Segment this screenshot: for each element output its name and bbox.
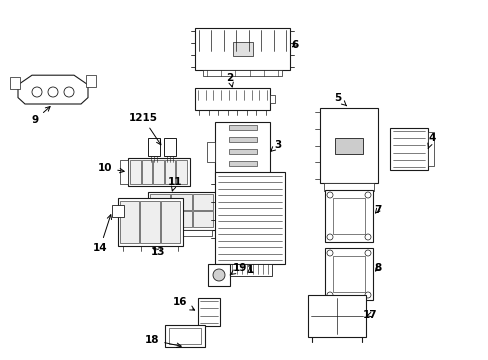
Bar bbox=[130, 160, 141, 184]
Text: 10: 10 bbox=[98, 163, 124, 173]
Bar bbox=[325, 248, 372, 300]
Text: 7: 7 bbox=[373, 205, 381, 215]
Text: 1: 1 bbox=[246, 265, 253, 275]
Bar bbox=[169, 328, 201, 344]
Bar bbox=[142, 160, 152, 184]
Bar bbox=[215, 122, 269, 182]
Circle shape bbox=[364, 292, 370, 298]
Circle shape bbox=[364, 234, 370, 240]
Bar bbox=[195, 88, 269, 110]
Bar bbox=[171, 194, 191, 210]
Circle shape bbox=[48, 87, 58, 97]
Bar bbox=[148, 192, 216, 230]
Bar bbox=[427, 132, 433, 166]
Circle shape bbox=[326, 234, 332, 240]
Text: 14: 14 bbox=[93, 215, 111, 253]
Bar bbox=[203, 70, 282, 76]
Text: 8: 8 bbox=[374, 263, 381, 273]
Bar bbox=[152, 230, 212, 236]
Bar bbox=[207, 264, 229, 286]
Bar bbox=[161, 201, 180, 243]
Bar bbox=[195, 28, 289, 70]
Bar bbox=[192, 194, 213, 210]
Bar bbox=[215, 172, 285, 264]
Text: 1215: 1215 bbox=[128, 113, 161, 145]
Bar bbox=[232, 42, 252, 56]
Text: 11: 11 bbox=[167, 177, 182, 191]
Bar bbox=[120, 160, 128, 184]
Circle shape bbox=[326, 292, 332, 298]
Bar bbox=[332, 198, 364, 234]
Circle shape bbox=[213, 269, 224, 281]
Bar bbox=[150, 211, 170, 227]
Bar bbox=[324, 183, 373, 191]
Bar bbox=[153, 160, 163, 184]
Circle shape bbox=[326, 192, 332, 198]
Text: 19: 19 bbox=[229, 263, 246, 275]
Bar bbox=[164, 325, 204, 347]
Circle shape bbox=[364, 192, 370, 198]
Bar bbox=[307, 295, 365, 337]
Text: 4: 4 bbox=[427, 133, 435, 148]
Bar bbox=[140, 201, 160, 243]
Bar bbox=[228, 161, 256, 166]
Bar bbox=[389, 128, 427, 170]
Bar bbox=[319, 108, 377, 183]
Bar bbox=[332, 256, 364, 292]
Text: 18: 18 bbox=[144, 335, 181, 347]
Bar bbox=[176, 160, 186, 184]
Bar bbox=[192, 211, 213, 227]
Bar bbox=[228, 149, 256, 154]
Bar bbox=[227, 264, 271, 276]
Text: 2: 2 bbox=[226, 73, 233, 87]
Bar bbox=[150, 194, 170, 210]
Circle shape bbox=[32, 87, 42, 97]
Circle shape bbox=[364, 250, 370, 256]
Bar bbox=[164, 160, 175, 184]
Bar bbox=[118, 198, 183, 246]
Bar bbox=[128, 158, 190, 186]
Text: 5: 5 bbox=[334, 93, 346, 106]
Text: 16: 16 bbox=[172, 297, 194, 310]
Bar bbox=[206, 142, 215, 162]
Circle shape bbox=[64, 87, 74, 97]
Bar bbox=[171, 211, 191, 227]
Bar bbox=[10, 77, 20, 89]
Text: 17: 17 bbox=[362, 310, 377, 320]
Bar bbox=[198, 298, 220, 326]
Bar bbox=[120, 201, 139, 243]
Text: 13: 13 bbox=[150, 247, 165, 257]
Bar bbox=[228, 125, 256, 130]
Text: 6: 6 bbox=[291, 40, 298, 50]
Text: 9: 9 bbox=[31, 107, 50, 125]
Bar bbox=[325, 190, 372, 242]
Text: 3: 3 bbox=[270, 140, 281, 151]
Bar bbox=[228, 173, 256, 178]
Circle shape bbox=[326, 250, 332, 256]
Bar bbox=[269, 95, 274, 103]
Bar bbox=[163, 138, 176, 156]
Polygon shape bbox=[18, 75, 88, 104]
Bar bbox=[112, 205, 124, 217]
Bar bbox=[228, 137, 256, 142]
Bar bbox=[334, 138, 362, 153]
Bar bbox=[86, 75, 96, 87]
Bar bbox=[148, 138, 160, 156]
